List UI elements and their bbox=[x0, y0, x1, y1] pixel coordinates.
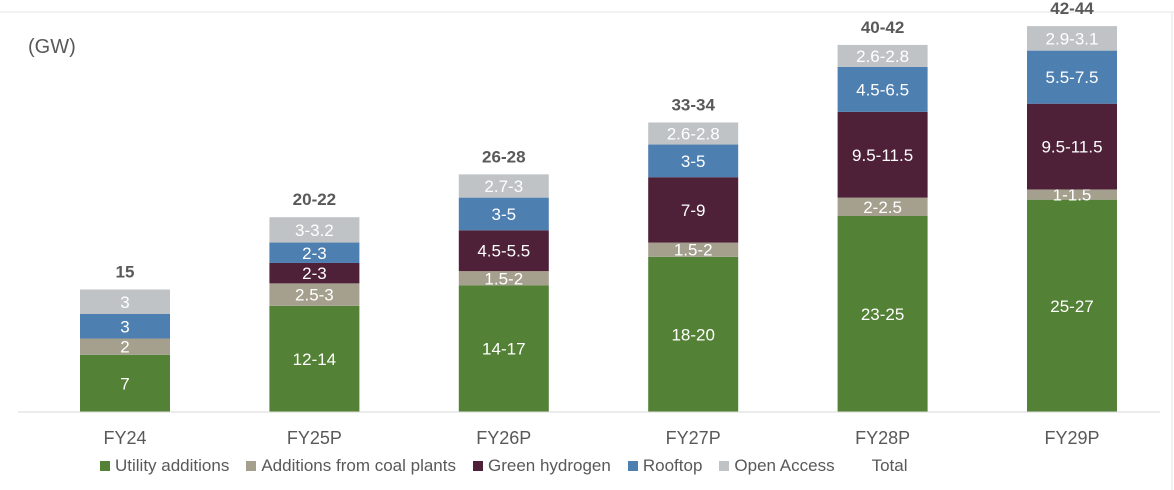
data-label: 3-5 bbox=[492, 205, 517, 224]
bar-segment-open-access-fy25p bbox=[269, 217, 360, 243]
x-tick-label: FY25P bbox=[287, 428, 342, 448]
bar-segment-rooftop-fy28p bbox=[837, 66, 928, 112]
legend-item-utility: Utility additions bbox=[100, 456, 229, 476]
total-label: 33-34 bbox=[671, 95, 715, 114]
legend-swatch-coal bbox=[246, 461, 257, 471]
data-label: 25-27 bbox=[1050, 297, 1093, 316]
data-label: 2.5-3 bbox=[295, 286, 334, 305]
total-label: 42-44 bbox=[1050, 0, 1094, 18]
data-label: 1.5-2 bbox=[674, 241, 713, 260]
data-label: 18-20 bbox=[671, 325, 714, 344]
bar-segment-open-access-fy26p bbox=[458, 174, 549, 198]
x-tick-label: FY29P bbox=[1044, 428, 1099, 448]
legend-swatch-rooftop bbox=[627, 461, 638, 471]
bar-segment-rooftop-fy25p bbox=[269, 242, 360, 263]
data-label: 2 bbox=[120, 338, 129, 357]
bar-segment-open-access-fy27p bbox=[648, 122, 739, 145]
data-label: 7 bbox=[120, 374, 129, 393]
bars-layer: 7 2 3 3 15 12-14 2.5-3 2-32-3 3-3.2 20-22 14-17 1.5… bbox=[80, 0, 1117, 412]
bar-segment-open-access-fy29p bbox=[1027, 26, 1117, 51]
bar-segment-open-access-fy28p bbox=[837, 44, 928, 67]
bar-segment-rooftop-fy24 bbox=[80, 314, 170, 339]
data-label: 7-9 bbox=[681, 201, 706, 220]
bar-segment-additions-from-coal-plants-fy27p bbox=[648, 242, 739, 257]
bar-segment-green-hydrogen-fy29p bbox=[1027, 103, 1117, 190]
bar-segment-additions-from-coal-plants-fy25p bbox=[269, 283, 360, 306]
bar-segment-utility-additions-fy25p bbox=[269, 305, 360, 412]
data-label: 2.9-3.1 bbox=[1046, 29, 1099, 48]
legend-label-utility: Utility additions bbox=[115, 456, 230, 475]
bar-segment-green-hydrogen-fy28p bbox=[837, 111, 928, 198]
bar-segment-green-hydrogen-fy27p bbox=[648, 177, 739, 243]
data-label: 4.5-5.5 bbox=[477, 242, 530, 261]
total-label: 20-22 bbox=[293, 190, 336, 209]
data-label: 2.7-3 bbox=[484, 177, 523, 196]
data-label: 12-14 bbox=[293, 350, 336, 369]
total-label: 26-28 bbox=[482, 147, 525, 166]
data-label: 3 bbox=[120, 293, 129, 312]
data-label: 9.5-11.5 bbox=[1041, 138, 1102, 157]
bar-segment-utility-additions-fy24 bbox=[80, 354, 170, 412]
x-tick-label: FY24 bbox=[103, 428, 146, 448]
data-label: 5.5-7.5 bbox=[1046, 68, 1099, 87]
legend-swatch-open-access bbox=[719, 461, 730, 471]
legend-swatch-hydrogen bbox=[472, 461, 483, 471]
bar-segment-additions-from-coal-plants-fy26p bbox=[458, 271, 549, 286]
bar-segment-utility-additions-fy28p bbox=[837, 216, 928, 412]
bar-segment-additions-from-coal-plants-fy28p bbox=[837, 197, 928, 216]
bar-segment-green-hydrogen-fy25p bbox=[269, 262, 360, 284]
legend-swatch-utility bbox=[100, 461, 110, 471]
legend: Utility additions Additions from coal pl… bbox=[100, 454, 925, 478]
bar-segment-utility-additions-fy26p bbox=[458, 285, 549, 412]
bar-segment-additions-from-coal-plants-fy29p bbox=[1027, 189, 1117, 200]
bar-segment-utility-additions-fy29p bbox=[1027, 199, 1117, 412]
data-label: 4.5-6.5 bbox=[856, 80, 909, 99]
data-label: 2-2.5 bbox=[863, 198, 902, 217]
data-label: 3 bbox=[120, 317, 129, 336]
total-label: 15 bbox=[116, 263, 135, 282]
legend-label-total: Total bbox=[871, 456, 908, 475]
legend-item-hydrogen: Green hydrogen bbox=[472, 456, 611, 476]
bar-segment-open-access-fy24 bbox=[80, 289, 170, 314]
legend-label-coal: Additions from coal plants bbox=[261, 456, 456, 475]
bar-segment-rooftop-fy27p bbox=[648, 144, 739, 178]
legend-label-hydrogen: Green hydrogen bbox=[487, 456, 611, 475]
legend-label-rooftop: Rooftop bbox=[642, 456, 703, 475]
data-label: 2.6-2.8 bbox=[856, 47, 909, 66]
x-tick-label: FY27P bbox=[666, 428, 721, 448]
bar-segment-utility-additions-fy27p bbox=[648, 256, 739, 412]
legend-item-rooftop: Rooftop bbox=[627, 456, 703, 476]
bar-segment-rooftop-fy26p bbox=[458, 197, 549, 231]
data-label: 2.6-2.8 bbox=[667, 125, 720, 144]
data-label: 23-25 bbox=[861, 305, 904, 324]
data-label: 3-5 bbox=[681, 152, 706, 171]
legend-item-open-access: Open Access bbox=[719, 456, 835, 476]
total-label: 40-42 bbox=[861, 18, 904, 37]
data-label: 14-17 bbox=[482, 340, 525, 359]
legend-item-total: Total bbox=[872, 456, 908, 476]
bar-segment-green-hydrogen-fy26p bbox=[458, 230, 549, 272]
x-tick-labels: FY24 FY25P FY26P FY27P FY28P FY29P bbox=[103, 428, 1099, 448]
x-tick-label: FY26P bbox=[476, 428, 531, 448]
bar-segment-rooftop-fy29p bbox=[1027, 50, 1117, 104]
data-label: 2-3 bbox=[302, 264, 327, 283]
bar-segment-additions-from-coal-plants-fy24 bbox=[80, 338, 170, 355]
data-label: 3-3.2 bbox=[295, 221, 334, 240]
unit-label: (GW) bbox=[28, 36, 76, 58]
x-tick-label: FY28P bbox=[855, 428, 910, 448]
data-label: 1.5-2 bbox=[484, 269, 523, 288]
legend-label-open-access: Open Access bbox=[734, 456, 835, 475]
legend-item-coal: Additions from coal plants bbox=[246, 456, 456, 476]
data-label: 1-1.5 bbox=[1053, 186, 1092, 205]
data-label: 2-3 bbox=[302, 244, 327, 263]
data-label: 9.5-11.5 bbox=[852, 146, 913, 165]
